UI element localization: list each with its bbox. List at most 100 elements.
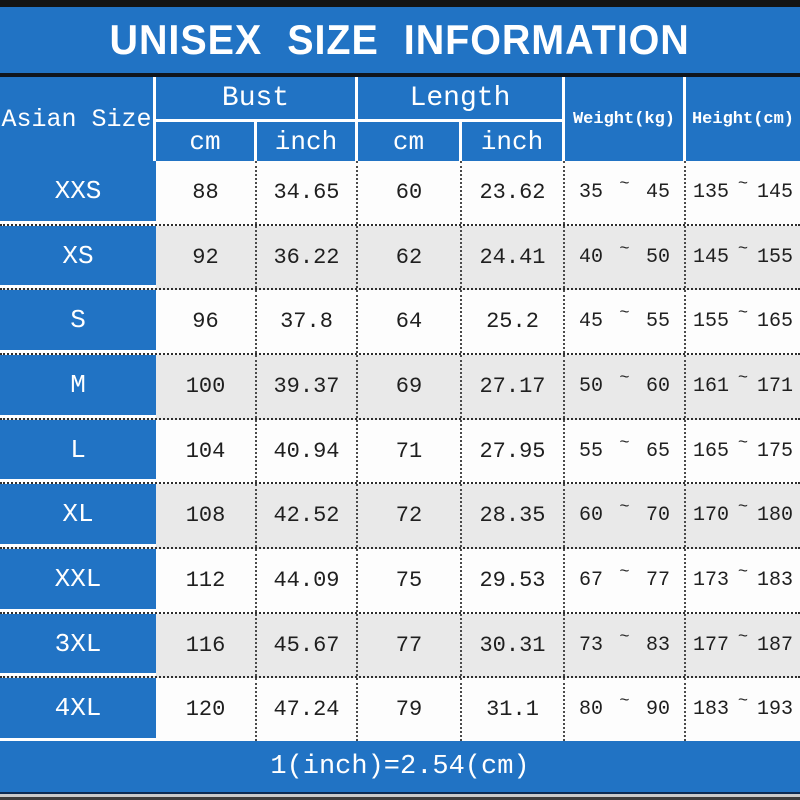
length-inch-cell: 27.95 xyxy=(462,419,565,483)
table-row: L 104 40.94 71 27.95 55 ~ 65 165 ~ 175 xyxy=(0,419,800,485)
bust-inch-value: 39.37 xyxy=(273,373,340,399)
length-inch-value: 31.1 xyxy=(486,697,539,723)
length-cm-value: 71 xyxy=(395,438,423,464)
height-min-value: 170 xyxy=(693,504,730,528)
weight-min-value: 40 xyxy=(579,245,604,269)
tilde-separator: ~ xyxy=(619,433,630,453)
tilde-separator: ~ xyxy=(619,368,630,388)
length-inch-value: 27.17 xyxy=(479,373,546,399)
length-cm-value: 77 xyxy=(395,632,423,658)
height-max-value: 180 xyxy=(756,504,793,528)
length-cm-cell: 75 xyxy=(358,549,462,612)
header-length-cm-label: cm xyxy=(392,126,425,157)
table-header: Asian Size Bust Length Weight(kg) Height… xyxy=(0,77,800,161)
bust-cm-value: 104 xyxy=(185,438,226,464)
header-height: Height(cm) xyxy=(686,77,800,161)
weight-range-cell: 35 ~ 45 xyxy=(565,161,686,224)
bust-cm-cell: 104 xyxy=(156,419,257,483)
height-min-value: 173 xyxy=(693,568,730,592)
tilde-separator: ~ xyxy=(619,239,630,259)
height-max-value: 175 xyxy=(756,439,793,463)
weight-range-cell: 55 ~ 65 xyxy=(565,419,686,483)
length-cm-value: 75 xyxy=(395,567,423,593)
bust-cm-value: 112 xyxy=(185,567,226,593)
bust-inch-cell: 34.65 xyxy=(257,161,358,224)
bust-inch-value: 42.52 xyxy=(273,503,340,529)
bust-cm-value: 96 xyxy=(192,309,219,335)
length-cm-cell: 64 xyxy=(358,290,462,354)
bust-cm-cell: 120 xyxy=(156,678,257,742)
bust-cm-cell: 116 xyxy=(156,613,257,677)
table-row: XL 108 42.52 72 28.35 60 ~ 70 170 ~ 180 xyxy=(0,484,800,550)
size-label: XXS xyxy=(54,175,102,206)
length-cm-value: 62 xyxy=(395,244,423,270)
length-inch-value: 29.53 xyxy=(479,567,546,593)
height-min-value: 135 xyxy=(693,180,730,204)
length-inch-value: 27.95 xyxy=(479,438,546,464)
title-band: UNISEX SIZE INFORMATION xyxy=(0,7,800,73)
weight-min-value: 80 xyxy=(579,698,604,722)
header-bust-inch: inch xyxy=(257,122,358,161)
bust-inch-value: 40.94 xyxy=(273,438,340,464)
height-min-value: 155 xyxy=(693,310,730,334)
table-row: XXL 112 44.09 75 29.53 67 ~ 77 173 ~ 183 xyxy=(0,549,800,614)
height-min-value: 177 xyxy=(693,633,730,657)
length-inch-cell: 25.2 xyxy=(462,290,565,354)
height-range-cell: 145 ~ 155 xyxy=(686,226,800,289)
weight-max-value: 55 xyxy=(645,310,670,334)
size-label: S xyxy=(70,305,86,336)
length-inch-cell: 29.53 xyxy=(462,549,565,612)
weight-range-cell: 80 ~ 90 xyxy=(565,678,686,742)
size-label: 3XL xyxy=(54,628,102,659)
table-row: S 96 37.8 64 25.2 45 ~ 55 155 ~ 165 xyxy=(0,290,800,356)
height-max-value: 187 xyxy=(756,633,793,657)
length-cm-value: 79 xyxy=(395,697,423,723)
height-max-value: 145 xyxy=(756,180,793,204)
bust-cm-cell: 100 xyxy=(156,355,257,418)
footer-band: 1(inch)=2.54(cm) xyxy=(0,741,800,792)
height-max-value: 183 xyxy=(756,568,793,592)
header-length-inch: inch xyxy=(462,122,565,161)
weight-max-value: 77 xyxy=(645,568,670,592)
weight-range-cell: 73 ~ 83 xyxy=(565,613,686,677)
bust-cm-value: 120 xyxy=(185,697,226,723)
height-min-value: 183 xyxy=(693,698,730,722)
bust-inch-value: 34.65 xyxy=(273,179,340,205)
length-inch-value: 25.2 xyxy=(486,309,539,335)
length-inch-value: 24.41 xyxy=(479,244,546,270)
bust-inch-value: 37.8 xyxy=(280,309,333,335)
bust-inch-cell: 40.94 xyxy=(257,419,358,483)
weight-max-value: 50 xyxy=(645,245,670,269)
length-cm-value: 69 xyxy=(395,373,423,399)
table-row: XS 92 36.22 62 24.41 40 ~ 50 145 ~ 155 xyxy=(0,225,800,291)
length-cm-cell: 72 xyxy=(358,484,462,548)
height-range-cell: 155 ~ 165 xyxy=(686,290,800,353)
tilde-separator: ~ xyxy=(619,692,630,712)
height-min-value: 161 xyxy=(693,374,730,398)
size-cell: XXS xyxy=(0,161,156,224)
size-label: XL xyxy=(62,499,94,530)
table-body: XXS 88 34.65 60 23.62 35 ~ 45 135 ~ 145 … xyxy=(0,161,800,742)
length-inch-cell: 31.1 xyxy=(462,678,565,742)
header-bust-inch-label: inch xyxy=(274,126,338,157)
height-max-value: 193 xyxy=(756,698,793,722)
table-row: 3XL 116 45.67 77 30.31 73 ~ 83 177 ~ 187 xyxy=(0,613,800,679)
size-cell: 3XL xyxy=(0,613,156,677)
size-label: 4XL xyxy=(54,693,102,724)
tilde-separator: ~ xyxy=(737,433,749,453)
bust-inch-cell: 47.24 xyxy=(257,678,358,742)
table-row: 4XL 120 47.24 79 31.1 80 ~ 90 183 ~ 193 xyxy=(0,678,800,742)
weight-range-cell: 45 ~ 55 xyxy=(565,290,686,354)
height-max-value: 165 xyxy=(756,310,793,334)
size-label: L xyxy=(70,434,86,465)
tilde-separator: ~ xyxy=(737,304,749,324)
weight-max-value: 60 xyxy=(645,374,670,398)
header-length-cm: cm xyxy=(358,122,462,161)
size-label: XXL xyxy=(54,563,102,594)
bust-inch-value: 44.09 xyxy=(273,567,340,593)
length-cm-value: 60 xyxy=(395,179,423,205)
header-asian-size: Asian Size xyxy=(0,77,156,161)
title-divider xyxy=(0,73,800,77)
weight-range-cell: 40 ~ 50 xyxy=(565,225,686,289)
